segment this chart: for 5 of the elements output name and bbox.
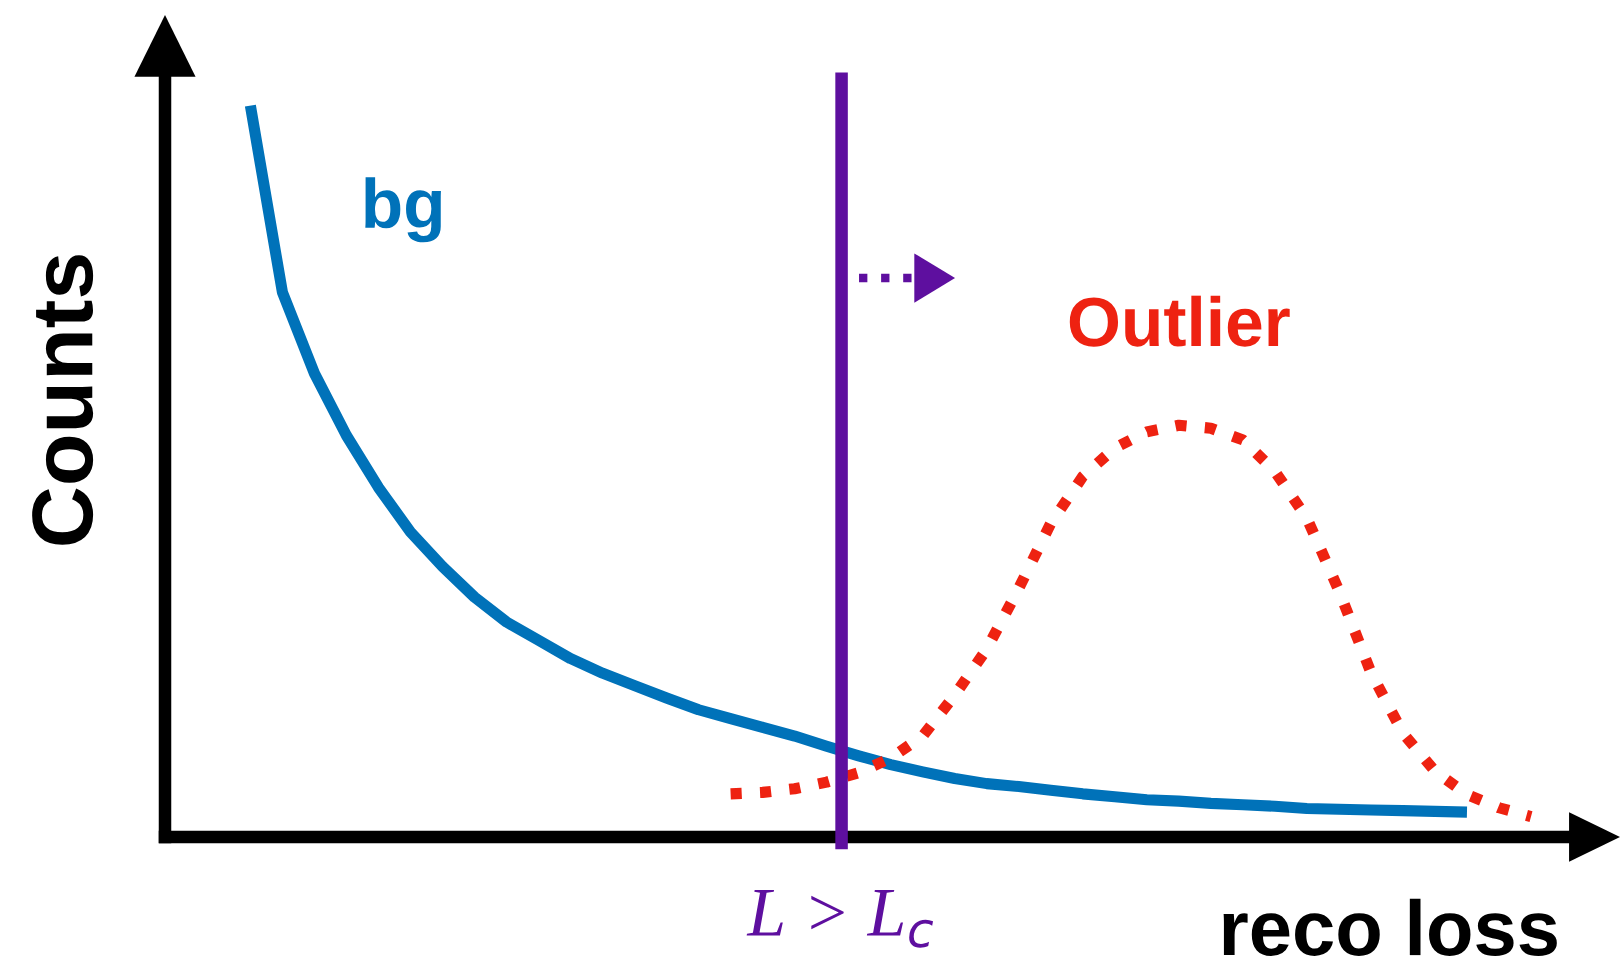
series-label: bg (365, 177, 441, 243)
text: L > L$_{c}$ (746, 890, 934, 948)
y-axis-title: Counts (32, 255, 94, 545)
x-axis-title: reco loss (1223, 898, 1557, 956)
series-label: Outlier (1069, 295, 1290, 347)
